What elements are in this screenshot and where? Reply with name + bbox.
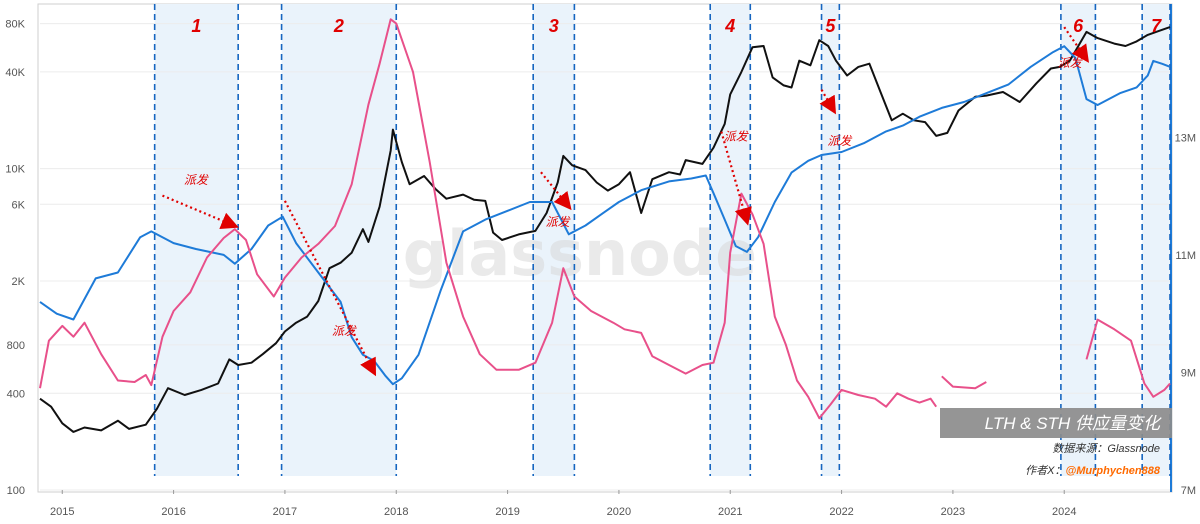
period-band bbox=[281, 4, 397, 476]
period-number: 7 bbox=[1151, 16, 1162, 36]
x-tick-label: 2015 bbox=[50, 506, 74, 518]
period-number: 2 bbox=[333, 16, 344, 36]
y-left-tick-label: 800 bbox=[7, 340, 25, 352]
period-boundaries bbox=[153, 4, 1171, 476]
distribution-label: 派发 bbox=[1058, 56, 1084, 70]
x-tick-label: 2023 bbox=[941, 506, 965, 518]
series-line-3 bbox=[941, 375, 987, 390]
period-band bbox=[1060, 4, 1096, 476]
y-left-tick-label: 2K bbox=[12, 276, 26, 288]
y-left-tick-label: 100 bbox=[7, 485, 25, 497]
series-line-2 bbox=[39, 18, 938, 420]
distribution-label: 派发 bbox=[184, 173, 210, 187]
distribution-label: 派发 bbox=[827, 134, 853, 148]
period-band bbox=[1142, 4, 1170, 476]
period-number: 3 bbox=[549, 16, 559, 36]
series-line-1 bbox=[39, 45, 1171, 386]
x-tick-label: 2016 bbox=[161, 506, 185, 518]
period-number: 5 bbox=[825, 16, 836, 36]
y-left-tick-label: 80K bbox=[5, 19, 25, 31]
distribution-label: 派发 bbox=[332, 324, 358, 338]
x-tick-label: 2021 bbox=[718, 506, 742, 518]
title-banner bbox=[940, 408, 1172, 438]
distribution-label: 派发 bbox=[546, 215, 572, 229]
y-left-axis-ticks: 100 400 800 2K 6K 10K 40K 80K bbox=[5, 19, 25, 497]
x-axis-ticks: 2015 2016 2017 2018 2019 2020 2021 2022 2023 2024 bbox=[50, 490, 1076, 518]
y-right-axis-ticks: 7M 9M 11M 13M bbox=[1175, 132, 1196, 497]
series-line-0 bbox=[39, 26, 1171, 433]
distribution-arrow bbox=[162, 194, 239, 229]
series-line-4 bbox=[1085, 318, 1171, 398]
y-left-tick-label: 10K bbox=[5, 164, 25, 176]
source-label: 数据来源：Glassnode bbox=[1052, 442, 1160, 455]
author-prefix: 作者X： bbox=[1025, 464, 1065, 477]
period-number: 4 bbox=[724, 16, 735, 36]
period-number: 6 bbox=[1073, 16, 1084, 36]
x-tick-label: 2024 bbox=[1052, 506, 1076, 518]
x-tick-label: 2020 bbox=[607, 506, 631, 518]
y-right-tick-label: 13M bbox=[1175, 132, 1196, 144]
y-left-tick-label: 6K bbox=[12, 199, 26, 211]
author-handle: @Murphychen888 bbox=[1066, 465, 1161, 477]
distribution-arrows bbox=[162, 26, 1090, 377]
y-right-tick-label: 9M bbox=[1181, 367, 1196, 379]
distribution-arrow bbox=[1063, 26, 1090, 63]
x-tick-label: 2022 bbox=[829, 506, 853, 518]
period-band bbox=[533, 4, 575, 476]
info-box: LTH & STH 供应量变化 数据来源：Glassnode 作者X：@Murp… bbox=[940, 408, 1172, 477]
y-left-tick-label: 40K bbox=[5, 67, 25, 79]
x-tick-label: 2019 bbox=[495, 506, 519, 518]
distribution-arrow bbox=[283, 200, 377, 377]
period-numbers: 1 2 3 4 5 6 7 bbox=[191, 16, 1162, 36]
x-tick-label: 2017 bbox=[273, 506, 297, 518]
chart-title: LTH & STH 供应量变化 bbox=[985, 414, 1162, 433]
y-right-tick-label: 11M bbox=[1175, 250, 1196, 262]
period-bands bbox=[154, 4, 1170, 476]
period-number: 1 bbox=[191, 16, 201, 36]
series-lines bbox=[39, 18, 1171, 433]
x-tick-label: 2018 bbox=[384, 506, 408, 518]
distribution-arrow bbox=[720, 131, 752, 226]
period-band bbox=[710, 4, 751, 476]
y-right-tick-label: 7M bbox=[1181, 485, 1196, 497]
gridlines bbox=[40, 23, 1170, 491]
y-left-tick-label: 400 bbox=[7, 388, 25, 400]
distribution-arrow bbox=[819, 89, 837, 115]
distribution-label: 派发 bbox=[724, 129, 750, 143]
period-band bbox=[821, 4, 840, 476]
author-line: 作者X：@Murphychen888 bbox=[1025, 464, 1161, 477]
distribution-arrow bbox=[540, 171, 572, 211]
